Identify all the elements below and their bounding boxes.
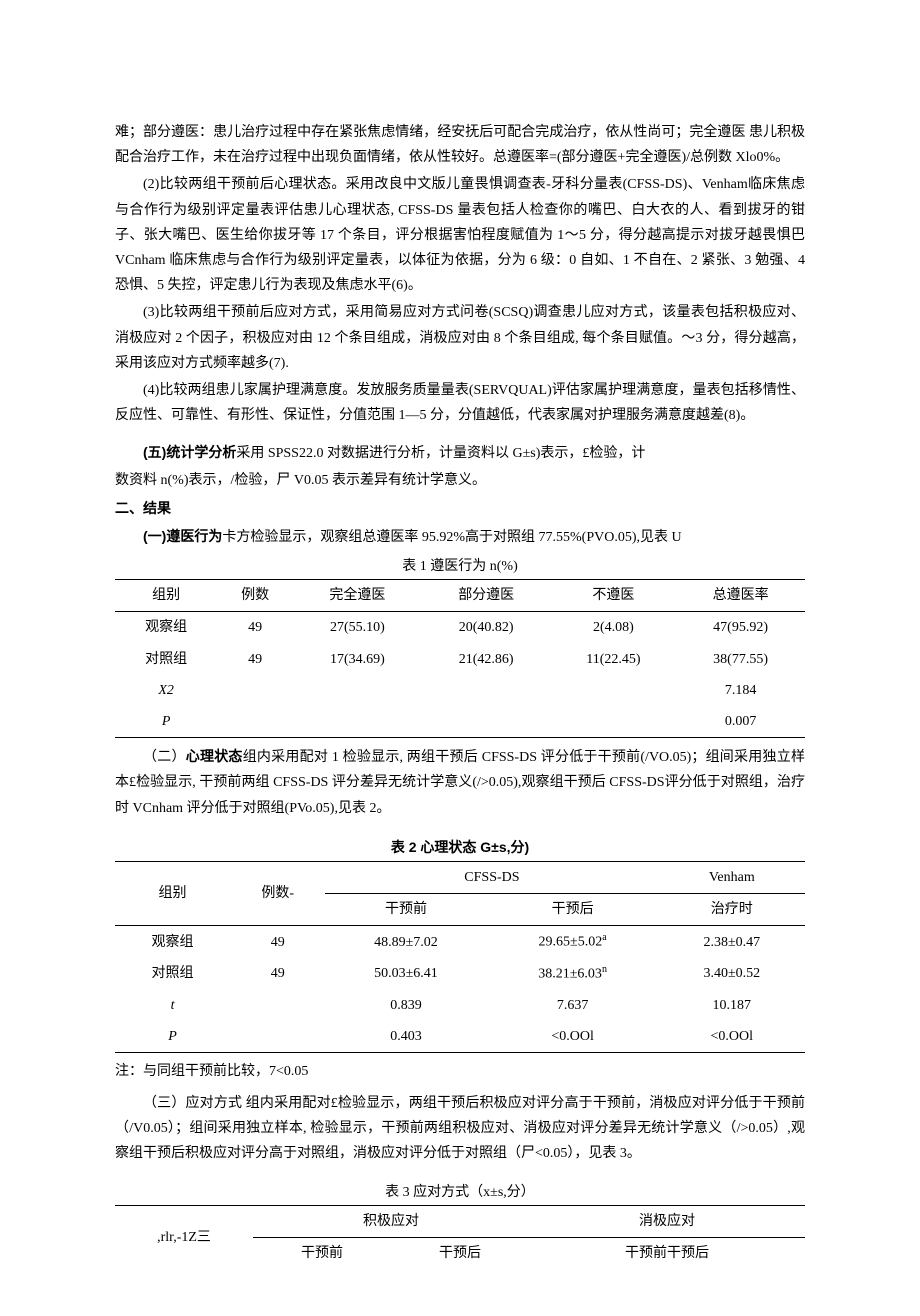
t3-h-post: 干预后 [391, 1238, 529, 1270]
result-2-pre: （二） [143, 750, 186, 765]
t2-r0c5: 2.38±0.47 [659, 926, 805, 958]
table-2: 组别 例数- CFSS-DS Venham 干预前 干预后 治疗时 观察组 49… [115, 861, 805, 1053]
t3-h-left: ,rlr,-1Z三 [115, 1206, 253, 1270]
t2-p-label: P [115, 1021, 230, 1053]
table-1-title: 表 1 遵医行为 n(%) [115, 554, 805, 579]
t2-p1: <0.OOl [487, 1021, 659, 1053]
t2-h-group: 组别 [115, 861, 230, 925]
t3-h-neg: 消极应对 [529, 1206, 805, 1238]
result-1: (一)遵医行为卡方检验显示，观察组总遵医率 95.92%高于对照组 77.55%… [115, 524, 805, 550]
t1-r0c1: 49 [217, 612, 293, 644]
section-2-label: 二、结果 [115, 500, 171, 516]
t2-t1: 7.637 [487, 990, 659, 1021]
t2-r1c3: 38.21±6.03n [487, 958, 659, 990]
t1-p-label: P [115, 706, 217, 738]
table-2-note: 注：与同组干预前比较，7<0.05 [115, 1059, 805, 1084]
t3-h-pre: 干预前 [253, 1238, 391, 1270]
t1-p-value: 0.007 [676, 706, 805, 738]
table-2-title: 表 2 心理状态 G±s,分) [115, 835, 805, 861]
t2-h-pre: 干预前 [325, 894, 486, 926]
t3-h-prepost: 干预前干预后 [529, 1238, 805, 1270]
t1-h5: 总遵医率 [676, 580, 805, 612]
result-2-label: 心理状态 [186, 748, 243, 764]
table-3-title: 表 3 应对方式（x±s,分） [115, 1180, 805, 1205]
paragraph-3: (3)比较两组干预前后应对方式，采用简易应对方式问卷(SCSQ)调查患儿应对方式… [115, 300, 805, 376]
paragraph-5b: 数资料 n(%)表示，/检验，尸 V0.05 表示差异有统计学意义。 [115, 468, 805, 493]
t1-r1c4: 11(22.45) [551, 644, 677, 675]
t1-r0c0: 观察组 [115, 612, 217, 644]
t2-r0c2: 48.89±7.02 [325, 926, 486, 958]
t1-r1c1: 49 [217, 644, 293, 675]
t3-h-pos: 积极应对 [253, 1206, 529, 1238]
t1-r1c3: 21(42.86) [422, 644, 551, 675]
t1-r1c5: 38(77.55) [676, 644, 805, 675]
t2-t0: 0.839 [325, 990, 486, 1021]
t1-h1: 例数 [217, 580, 293, 612]
paragraph-1: 难；部分遵医：患儿治疗过程中存在紧张焦虑情绪，经安抚后可配合完成治疗，依从性尚可… [115, 120, 805, 170]
t1-x2-value: 7.184 [676, 675, 805, 706]
t1-r0c5: 47(95.92) [676, 612, 805, 644]
t1-r1c2: 17(34.69) [293, 644, 422, 675]
t1-h4: 不遵医 [551, 580, 677, 612]
t2-h-post: 干预后 [487, 894, 659, 926]
t2-t-label: t [115, 990, 230, 1021]
t2-r0c1: 49 [230, 926, 325, 958]
paragraph-5-text: 采用 SPSS22.0 对数据进行分析，计量资料以 G±s)表示，£检验，计 [236, 446, 645, 461]
t2-h-n: 例数- [230, 861, 325, 925]
paragraph-4: (4)比较两组患儿家属护理满意度。发放服务质量量表(SERVQUAL)评估家属护… [115, 378, 805, 428]
t2-h-treat: 治疗时 [659, 894, 805, 926]
paragraph-2: (2)比较两组干预前后心理状态。采用改良中文版儿童畏惧调查表-牙科分量表(CFS… [115, 172, 805, 298]
t2-r0c3: 29.65±5.02a [487, 926, 659, 958]
result-1-label: (一)遵医行为 [143, 528, 222, 544]
t1-r1c0: 对照组 [115, 644, 217, 675]
result-1-text: 卡方检验显示，观察组总遵医率 95.92%高于对照组 77.55%(PVO.05… [222, 530, 681, 545]
t1-r0c3: 20(40.82) [422, 612, 551, 644]
t2-p2: <0.OOl [659, 1021, 805, 1053]
t2-r1c0: 对照组 [115, 958, 230, 990]
t1-h2: 完全遵医 [293, 580, 422, 612]
t2-h-cfss: CFSS-DS [325, 861, 658, 893]
t2-t2: 10.187 [659, 990, 805, 1021]
t2-r1c1: 49 [230, 958, 325, 990]
t1-r0c2: 27(55.10) [293, 612, 422, 644]
t1-h0: 组别 [115, 580, 217, 612]
t2-p0: 0.403 [325, 1021, 486, 1053]
table-2-title-text: 表 2 心理状态 G±s,分) [391, 839, 529, 855]
t2-r0c0: 观察组 [115, 926, 230, 958]
t2-r1c5: 3.40±0.52 [659, 958, 805, 990]
table-3: ,rlr,-1Z三 积极应对 消极应对 干预前 干预后 干预前干预后 [115, 1205, 805, 1269]
table-1: 组别 例数 完全遵医 部分遵医 不遵医 总遵医率 观察组 49 27(55.10… [115, 579, 805, 738]
t2-h-venham: Venham [659, 861, 805, 893]
t1-x2-label: X2 [115, 675, 217, 706]
t2-r1c2: 50.03±6.41 [325, 958, 486, 990]
t1-r0c4: 2(4.08) [551, 612, 677, 644]
paragraph-5: (五)统计学分析采用 SPSS22.0 对数据进行分析，计量资料以 G±s)表示… [115, 440, 805, 466]
result-3: （三）应对方式 组内采用配对£检验显示，两组干预后积极应对评分高于干预前，消极应… [115, 1091, 805, 1167]
result-2: （二）心理状态组内采用配对 1 检验显示, 两组干预后 CFSS-DS 评分低于… [115, 744, 805, 821]
section-2-heading: 二、结果 [115, 496, 805, 522]
t1-h3: 部分遵医 [422, 580, 551, 612]
section-label-5: (五)统计学分析 [143, 444, 236, 460]
